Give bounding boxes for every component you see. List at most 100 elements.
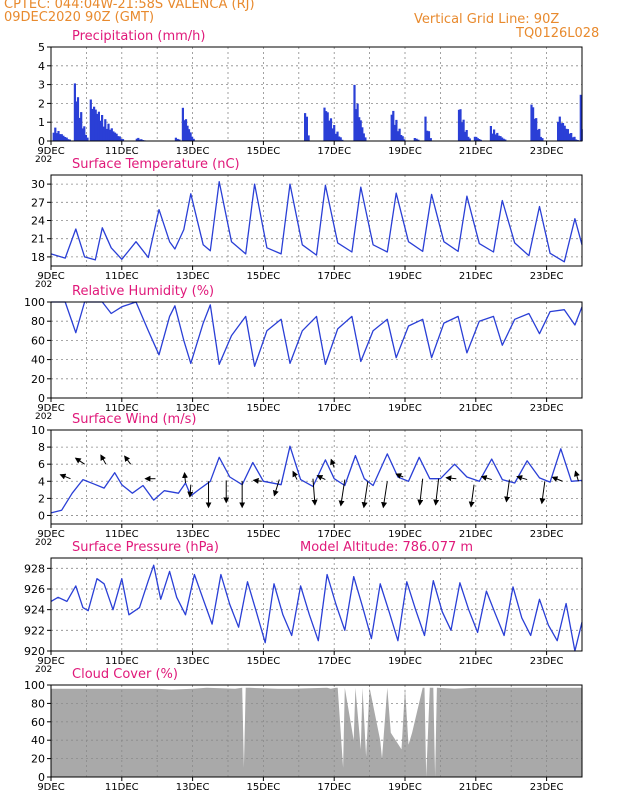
x-tick-label: 19DEC bbox=[388, 656, 422, 667]
precip-bar bbox=[76, 97, 80, 141]
x-tick-label: 9DEC bbox=[37, 146, 64, 157]
precip-bar bbox=[187, 129, 191, 141]
y-tick-label: 1 bbox=[38, 116, 45, 129]
precip-bar bbox=[334, 133, 337, 141]
x-tick-label: 21DEC bbox=[459, 529, 493, 540]
wind-arrow bbox=[361, 481, 369, 509]
station-label: CPTEC: 044:04W-21:58S VALENCA (RJ) bbox=[4, 0, 255, 12]
precip-bar bbox=[395, 119, 398, 141]
precip-bar bbox=[329, 118, 333, 141]
precip-bar bbox=[176, 138, 179, 141]
precip-bar bbox=[115, 133, 118, 141]
precip-bar bbox=[558, 116, 561, 141]
precip-bar bbox=[478, 139, 481, 141]
precip-bar bbox=[192, 138, 195, 141]
y-tick-label: 2 bbox=[38, 492, 45, 505]
x-tick-label: 9DEC bbox=[37, 782, 64, 793]
x-tick-label: 11DEC bbox=[105, 271, 139, 282]
wind-arrow bbox=[100, 454, 107, 465]
precip-bar bbox=[91, 108, 94, 141]
precip-bar bbox=[390, 114, 393, 141]
y-tick-label: 0 bbox=[38, 509, 45, 522]
x-tick-label: 13DEC bbox=[176, 403, 210, 414]
precip-bar bbox=[137, 137, 140, 141]
y-tick-label: 40 bbox=[31, 354, 45, 367]
x-tick-label: 23DEC bbox=[530, 271, 564, 282]
wind-arrow bbox=[124, 455, 132, 465]
precip-bar bbox=[393, 124, 396, 141]
precip-bar bbox=[575, 139, 578, 141]
precip-bar bbox=[557, 121, 560, 141]
precip-bar bbox=[476, 138, 479, 141]
precip-bar bbox=[355, 109, 358, 141]
x-tick-label: 19DEC bbox=[388, 271, 422, 282]
precip-bar bbox=[473, 136, 476, 141]
precip-bar bbox=[489, 126, 492, 141]
precip-bar bbox=[186, 125, 189, 141]
precip-bar bbox=[331, 128, 334, 141]
run-date-label: 09DEC2020 90Z (GMT) bbox=[4, 10, 155, 25]
wind-arrow bbox=[74, 457, 85, 465]
wind-arrow bbox=[316, 475, 326, 481]
precip-bar bbox=[67, 139, 70, 141]
precip-bar bbox=[89, 99, 92, 141]
wind-arrow bbox=[272, 479, 280, 497]
precip-bar bbox=[305, 116, 308, 141]
precip-bar bbox=[121, 139, 125, 141]
precip-bar bbox=[538, 128, 541, 141]
precip-bar bbox=[304, 113, 307, 141]
panel-title-2: Relative Humidity (%) bbox=[72, 284, 214, 299]
precip-bar bbox=[94, 109, 97, 141]
y-tick-label: 0 bbox=[38, 771, 45, 784]
wind-arrow bbox=[433, 478, 440, 506]
precip-bar bbox=[326, 112, 329, 141]
x-tick-label: 15DEC bbox=[247, 271, 281, 282]
x-tick-label-cut: 202 bbox=[35, 412, 52, 422]
precip-bar bbox=[427, 131, 431, 141]
y-tick-label: 4 bbox=[38, 60, 45, 73]
panel-subtitle-4: Model Altitude: 786.077 m bbox=[300, 540, 473, 555]
wind-arrow bbox=[468, 484, 475, 508]
x-tick-label: 21DEC bbox=[459, 271, 493, 282]
precip-bar bbox=[539, 136, 542, 141]
precip-bar bbox=[571, 137, 574, 141]
x-tick-label: 23DEC bbox=[530, 782, 564, 793]
wind-arrow bbox=[381, 481, 388, 509]
x-tick-label: 13DEC bbox=[176, 656, 210, 667]
precip-bar bbox=[568, 133, 571, 141]
precip-bar bbox=[75, 101, 78, 141]
x-tick-label: 17DEC bbox=[317, 146, 351, 157]
y-tick-label: 8 bbox=[38, 441, 45, 454]
precip-bar bbox=[504, 139, 507, 141]
precip-bar bbox=[140, 139, 143, 141]
precip-bar bbox=[73, 83, 76, 141]
wind-arrow bbox=[395, 473, 404, 479]
precip-bar bbox=[328, 120, 331, 141]
wind-arrow bbox=[539, 481, 546, 505]
wind-arrow bbox=[516, 475, 528, 481]
precip-bar bbox=[396, 131, 400, 141]
x-tick-label: 17DEC bbox=[317, 656, 351, 667]
precip-bar bbox=[361, 127, 364, 141]
grid-line-note: Vertical Grid Line: 90Z bbox=[414, 12, 560, 27]
x-tick-label: 21DEC bbox=[459, 782, 493, 793]
precip-bar bbox=[536, 129, 539, 141]
x-tick-label-cut: 202 bbox=[35, 665, 52, 675]
precip-bar bbox=[413, 138, 416, 141]
precip-bar bbox=[532, 107, 535, 141]
y-tick-label: 10 bbox=[31, 424, 45, 437]
precip-bar bbox=[104, 119, 107, 141]
precip-bar bbox=[105, 128, 108, 141]
y-tick-label: 928 bbox=[24, 562, 45, 575]
y-tick-label: 100 bbox=[24, 679, 45, 692]
precip-bar bbox=[107, 123, 110, 141]
x-tick-label: 15DEC bbox=[247, 529, 281, 540]
precip-bar bbox=[83, 126, 86, 141]
wind-arrow bbox=[252, 477, 262, 484]
series-line-3 bbox=[50, 445, 583, 514]
x-tick-label: 15DEC bbox=[247, 782, 281, 793]
precip-bar bbox=[461, 122, 464, 141]
precip-bar bbox=[415, 138, 418, 141]
precip-bar bbox=[174, 137, 177, 141]
